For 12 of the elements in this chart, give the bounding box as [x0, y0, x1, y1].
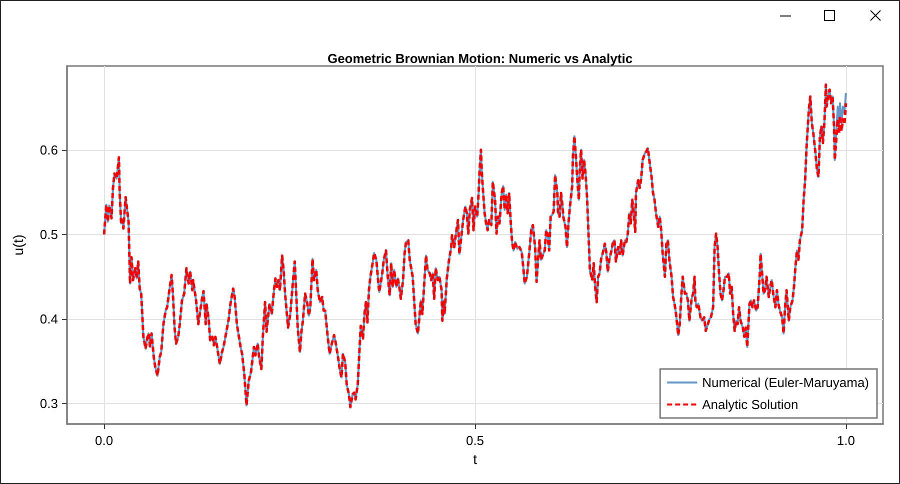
x-axis-title: t [473, 451, 478, 467]
chart-title: Geometric Brownian Motion: Numeric vs Analytic [327, 51, 633, 66]
legend-label: Numerical (Euler-Maruyama) [702, 375, 870, 390]
x-tick-label: 0.5 [466, 433, 484, 448]
legend-label: Analytic Solution [702, 397, 798, 412]
y-tick-label: 0.5 [40, 226, 58, 242]
y-axis-title: u(t) [10, 234, 26, 256]
y-tick-label: 0.6 [40, 142, 58, 158]
x-tick-label: 0.0 [95, 433, 114, 448]
y-tick-label: 0.3 [40, 396, 58, 412]
x-tick-label: 1.0 [836, 433, 855, 448]
y-tick-label: 0.4 [40, 312, 58, 327]
